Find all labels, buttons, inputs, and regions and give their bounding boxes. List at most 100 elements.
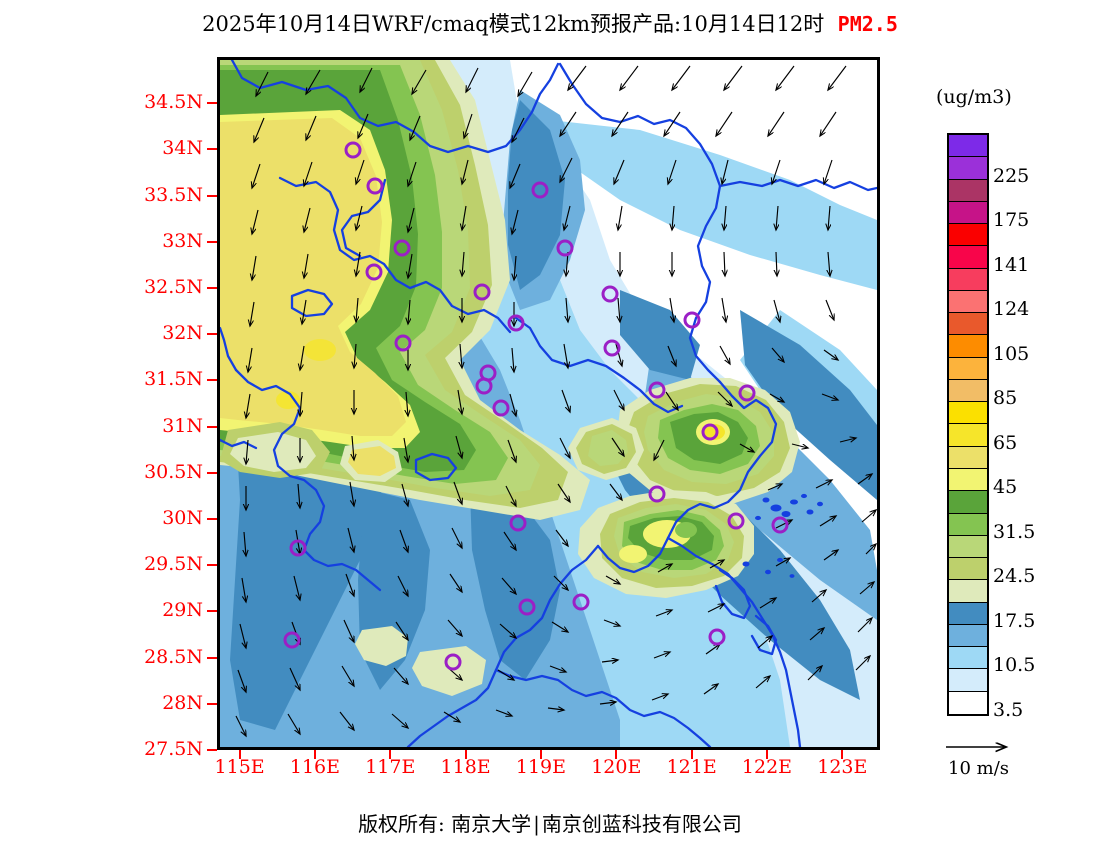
colorbar-tick-label: 31.5: [993, 520, 1036, 543]
longitude-tick-label: 116E: [289, 756, 340, 778]
longitude-tick-label: 119E: [515, 756, 567, 778]
latitude-tick: [207, 471, 217, 474]
latitude-tick: [207, 749, 217, 751]
colorbar-band: [949, 491, 987, 514]
colorbar-band: [949, 602, 987, 625]
latitude-tick: [207, 610, 217, 613]
latitude-tick: [207, 194, 217, 197]
longitude-tick-label: 117E: [365, 756, 416, 778]
latitude-tick: [207, 333, 217, 336]
footer-copyright-text: 版权所有: 南京大学: [358, 812, 532, 836]
latitude-tick: [207, 564, 217, 567]
colorbar-unit-label: (ug/m3): [936, 86, 1012, 108]
longitude-tick-label: 121E: [666, 756, 717, 778]
latitude-tick-label: 33.5N: [144, 183, 203, 206]
longitude-tick: [238, 750, 241, 759]
longitude-tick-label: 118E: [440, 756, 491, 778]
colorbar-band: [949, 224, 987, 247]
colorbar-tick-label: 225: [993, 164, 1030, 187]
latitude-tick: [207, 287, 217, 289]
longitude-tick: [615, 750, 618, 759]
page-title-species: PM2.5: [837, 12, 898, 36]
longitude-tick-label: 122E: [741, 756, 793, 778]
latitude-tick-label: 30.5N: [144, 460, 203, 483]
latitude-tick-label: 28N: [162, 691, 203, 714]
colorbar-band: [949, 335, 987, 358]
latitude-tick-label: 34N: [162, 137, 203, 160]
colorbar-tick-label: 10.5: [993, 654, 1036, 677]
colorbar-band: [949, 246, 987, 269]
colorbar-band: [949, 513, 987, 536]
latitude-tick-label: 27.5N: [144, 738, 203, 760]
latitude-tick: [207, 425, 217, 428]
colorbar-band: [949, 135, 987, 158]
latitude-tick: [207, 148, 217, 151]
latitude-tick-label: 31.5N: [144, 368, 203, 391]
longitude-tick: [313, 750, 316, 759]
colorbar-band: [949, 691, 987, 714]
colorbar-tick-label: 24.5: [993, 565, 1036, 588]
footer-company-text: 南京创蓝科技有限公司: [541, 812, 742, 836]
colorbar-band: [949, 535, 987, 559]
colorbar-band: [949, 313, 987, 336]
map-field-svg: [220, 60, 877, 747]
colorbar-band: [949, 558, 987, 581]
latitude-tick-label: 32N: [162, 322, 203, 345]
longitude-tick: [841, 750, 844, 759]
colorbar-tick-label: 124: [993, 298, 1030, 321]
latitude-tick: [207, 102, 217, 105]
colorbar-band: [949, 201, 987, 225]
colorbar-band: [949, 157, 987, 180]
colorbar-band: [949, 446, 987, 469]
wind-vectors: [235, 65, 876, 736]
latitude-tick: [207, 702, 217, 705]
station-markers: [283, 141, 789, 671]
longitude-tick-label: 120E: [591, 756, 642, 778]
latitude-tick-label: 28.5N: [144, 645, 203, 668]
longitude-tick-label: 123E: [817, 756, 868, 778]
colorbar-tick-label: 45: [993, 476, 1018, 499]
colorbar-band: [949, 624, 987, 648]
colorbar-band: [949, 647, 987, 670]
colorbar-band: [949, 179, 987, 202]
colorbar-band: [949, 424, 987, 447]
latitude-tick-label: 30N: [162, 507, 203, 529]
wind-scale-arrow-icon: [946, 735, 1094, 761]
longitude-tick: [690, 750, 693, 759]
colorbar-band: [949, 379, 987, 403]
longitude-tick: [765, 750, 768, 759]
footer-separator: |: [533, 812, 540, 836]
colorbar-tick-label: 65: [993, 431, 1018, 454]
wind-scale-label: 10 m/s: [948, 758, 1009, 779]
latitude-tick-label: 33N: [162, 229, 203, 252]
longitude-tick-label: 115E: [214, 756, 265, 778]
latitude-tick: [207, 518, 217, 520]
longitude-tick: [539, 750, 542, 759]
latitude-tick-label: 32.5N: [144, 276, 203, 298]
colorbar-tick-label: 105: [993, 342, 1030, 365]
latitude-tick-label: 31N: [162, 414, 203, 437]
latitude-tick-label: 29.5N: [144, 553, 203, 576]
footer-copyright: 版权所有: 南京大学 | 南京创蓝科技有限公司: [0, 808, 1100, 837]
colorbar-tick-label: 175: [993, 209, 1030, 232]
latitude-tick: [207, 656, 217, 659]
colorbar-tick-label: 141: [993, 253, 1030, 276]
colorbar-band: [949, 669, 987, 692]
colorbar-band: [949, 268, 987, 291]
forecast-map[interactable]: [217, 57, 880, 750]
latitude-tick: [207, 379, 217, 382]
colorbar-band: [949, 357, 987, 380]
colorbar-band: [949, 290, 987, 314]
latitude-tick-label: 29N: [162, 599, 203, 622]
longitude-tick: [389, 750, 392, 759]
latitude-tick-label: 34.5N: [144, 91, 203, 114]
page-title: 2025年10月14日WRF/cmaq模式12km预报产品:10月14日12时 …: [0, 8, 1100, 38]
latitude-tick: [207, 240, 217, 243]
colorbar-band: [949, 468, 987, 492]
colorbar-band: [949, 402, 987, 425]
colorbar-tick-label: 3.5: [993, 699, 1024, 721]
colorbar[interactable]: [947, 133, 989, 716]
colorbar-band: [949, 580, 987, 603]
page-title-main: 2025年10月14日WRF/cmaq模式12km预报产品:10月14日12时: [202, 12, 825, 36]
colorbar-tick-label: 85: [993, 387, 1018, 410]
